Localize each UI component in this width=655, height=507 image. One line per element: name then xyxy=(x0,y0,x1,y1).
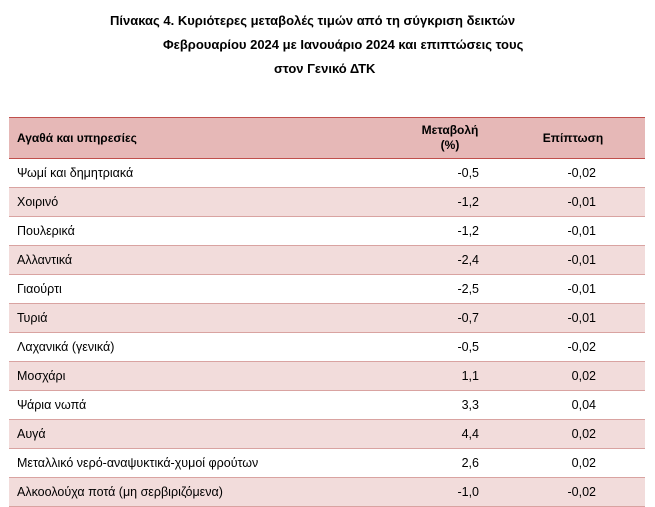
table-row: Αλλαντικά -2,4 -0,01 xyxy=(9,245,645,275)
cell-item: Αυγά xyxy=(9,419,399,449)
column-header-item: Αγαθά και υπηρεσίες xyxy=(9,117,399,159)
cell-item: Μεταλλικό νερό-αναψυκτικά-χυμοί φρούτων xyxy=(9,448,399,478)
cell-item: Ψωμί και δημητριακά xyxy=(9,158,399,188)
cell-impact: -0,02 xyxy=(501,477,645,507)
table-row: Μεταλλικό νερό-αναψυκτικά-χυμοί φρούτων … xyxy=(9,448,645,478)
cell-item: Πουλερικά xyxy=(9,216,399,246)
cell-item: Αλλαντικά xyxy=(9,245,399,275)
table-row: Ψωμί και δημητριακά -0,5 -0,02 xyxy=(9,158,645,188)
table-row: Γιαούρτι -2,5 -0,01 xyxy=(9,274,645,304)
cell-item: Μοσχάρι xyxy=(9,361,399,391)
cell-change: -2,4 xyxy=(399,245,501,275)
price-changes-table: Αγαθά και υπηρεσίες Μεταβολή (%) Επίπτωσ… xyxy=(9,117,645,507)
cell-change: 1,1 xyxy=(399,361,501,391)
cell-change: 3,3 xyxy=(399,390,501,420)
cell-impact: -0,02 xyxy=(501,332,645,362)
cell-item: Λαχανικά (γενικά) xyxy=(9,332,399,362)
cell-item: Αλκοολούχα ποτά (μη σερβιριζόμενα) xyxy=(9,477,399,507)
table-row: Λαχανικά (γενικά) -0,5 -0,02 xyxy=(9,332,645,362)
table-row: Χοιρινό -1,2 -0,01 xyxy=(9,187,645,217)
table-row: Μοσχάρι 1,1 0,02 xyxy=(9,361,645,391)
cell-change: -0,7 xyxy=(399,303,501,333)
cell-impact: -0,01 xyxy=(501,187,645,217)
table-header-row: Αγαθά και υπηρεσίες Μεταβολή (%) Επίπτωσ… xyxy=(9,117,645,159)
cell-impact: -0,01 xyxy=(501,245,645,275)
column-header-impact: Επίπτωση xyxy=(501,117,645,159)
cell-impact: -0,01 xyxy=(501,303,645,333)
cell-impact: -0,02 xyxy=(501,158,645,188)
cell-impact: 0,02 xyxy=(501,448,645,478)
cell-change: -1,0 xyxy=(399,477,501,507)
column-header-change: Μεταβολή (%) xyxy=(399,117,501,159)
table-row: Αυγά 4,4 0,02 xyxy=(9,419,645,449)
table-row: Τυριά -0,7 -0,01 xyxy=(9,303,645,333)
cell-impact: 0,04 xyxy=(501,390,645,420)
title-line-3: στον Γενικό ΔΤΚ xyxy=(274,61,376,76)
cell-impact: -0,01 xyxy=(501,274,645,304)
column-header-change-line2: (%) xyxy=(440,138,460,152)
cell-item: Τυριά xyxy=(9,303,399,333)
cell-change: 2,6 xyxy=(399,448,501,478)
table-row: Αλκοολούχα ποτά (μη σερβιριζόμενα) -1,0 … xyxy=(9,477,645,507)
cell-change: -2,5 xyxy=(399,274,501,304)
title-line-1: Πίνακας 4. Κυριότερες μεταβολές τιμών απ… xyxy=(110,13,516,28)
cell-impact: 0,02 xyxy=(501,419,645,449)
cell-item: Γιαούρτι xyxy=(9,274,399,304)
column-header-change-line1: Μεταβολή xyxy=(421,123,479,137)
cell-impact: 0,02 xyxy=(501,361,645,391)
cell-change: -0,5 xyxy=(399,332,501,362)
cell-change: 4,4 xyxy=(399,419,501,449)
table-row: Ψάρια νωπά 3,3 0,04 xyxy=(9,390,645,420)
cell-item: Ψάρια νωπά xyxy=(9,390,399,420)
table-row: Πουλερικά -1,2 -0,01 xyxy=(9,216,645,246)
cell-change: -0,5 xyxy=(399,158,501,188)
title-line-2: Φεβρουαρίου 2024 με Ιανουάριο 2024 και ε… xyxy=(163,37,524,52)
cell-impact: -0,01 xyxy=(501,216,645,246)
cell-change: -1,2 xyxy=(399,187,501,217)
cell-change: -1,2 xyxy=(399,216,501,246)
cell-item: Χοιρινό xyxy=(9,187,399,217)
